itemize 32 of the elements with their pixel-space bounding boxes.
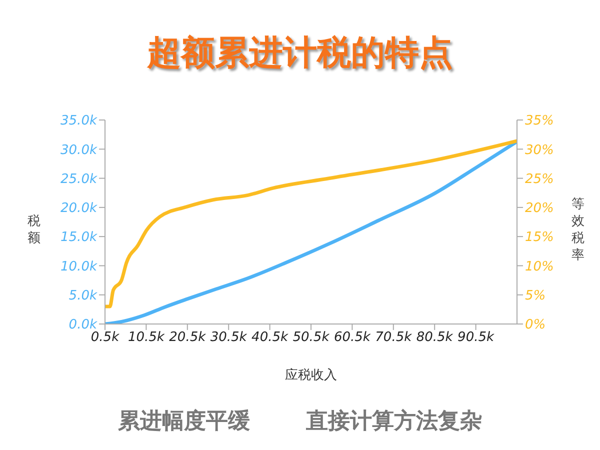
x-tick-label: 70.5k (375, 330, 412, 346)
x-tick-label: 90.5k (458, 330, 495, 346)
y2-tick-label: 20% (525, 201, 554, 216)
y2-tick-label: 25% (525, 172, 554, 187)
y2-tick-label: 0% (525, 318, 546, 333)
x-tick-label: 40.5k (252, 330, 289, 346)
x-tick-label: 80.5k (416, 330, 454, 346)
y-tick-label: 10.0k (60, 259, 98, 274)
y2-axis-title: 等效税率 (570, 196, 586, 264)
y2-tick-label: 30% (525, 142, 554, 158)
y2-tick-label: 10% (525, 259, 554, 274)
y-tick-label: 20.0k (60, 201, 98, 216)
y-tick-label: 5.0k (68, 288, 98, 304)
y-axis-title: 税额 (26, 213, 42, 247)
y-tick-label: 15.0k (60, 230, 98, 246)
y2-tick-label: 15% (525, 230, 554, 246)
x-axis-title: 应税收入 (284, 367, 338, 384)
y2-tick-label: 35% (525, 114, 554, 129)
y-tick-label: 25.0k (60, 172, 98, 187)
x-tick-label: 50.5k (292, 330, 330, 346)
x-tick-label: 30.5k (210, 330, 248, 346)
text: 累进幅度平缓 (118, 408, 250, 436)
x-tick-label: 0.5k (90, 330, 120, 346)
y-tick-label: 35.0k (60, 114, 98, 129)
y2-tick-label: 5% (525, 288, 546, 304)
x-tick-label: 10.5k (128, 330, 165, 346)
x-tick-label: 60.5k (334, 330, 371, 346)
chart-title: 超额累进计税的特点 (146, 32, 454, 75)
text: 直接计算方法复杂 (306, 408, 482, 436)
y-tick-label: 30.0k (60, 142, 98, 158)
y-tick-label: 0.0k (68, 318, 98, 333)
x-tick-label: 20.5k (169, 330, 206, 346)
